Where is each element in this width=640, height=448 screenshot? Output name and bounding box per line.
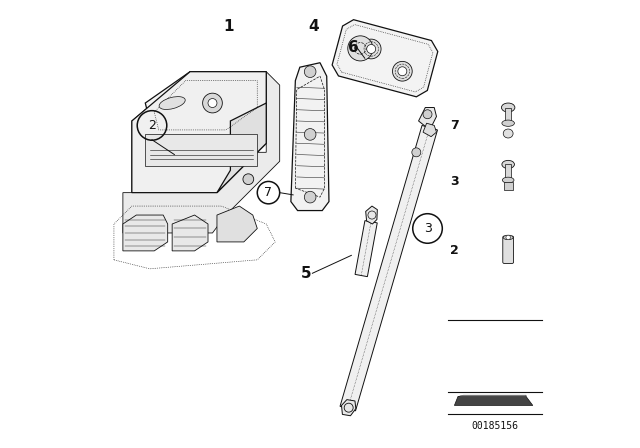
Polygon shape [132,72,266,193]
FancyBboxPatch shape [506,164,511,179]
Polygon shape [217,103,266,193]
Ellipse shape [502,103,515,112]
Ellipse shape [503,235,513,240]
Text: 2: 2 [450,244,459,258]
Circle shape [506,235,511,240]
Circle shape [208,99,217,108]
Circle shape [348,36,373,61]
Polygon shape [332,20,438,97]
Polygon shape [419,108,436,130]
Ellipse shape [502,160,515,168]
Circle shape [392,61,412,81]
Circle shape [423,110,432,119]
Text: 6: 6 [348,39,359,55]
Polygon shape [342,400,356,416]
Ellipse shape [502,177,514,183]
Polygon shape [423,123,436,137]
Polygon shape [172,215,208,251]
Polygon shape [458,395,526,396]
Circle shape [367,44,376,53]
Text: 7: 7 [264,186,273,199]
Text: 3: 3 [424,222,431,235]
Circle shape [362,39,381,59]
Ellipse shape [502,120,515,126]
Polygon shape [291,63,329,211]
Circle shape [305,66,316,78]
Polygon shape [365,206,378,224]
Circle shape [243,174,253,185]
Circle shape [305,129,316,140]
Polygon shape [145,134,257,166]
Circle shape [398,67,407,76]
Ellipse shape [159,97,185,109]
Text: 3: 3 [450,175,459,188]
Text: 1: 1 [223,19,234,34]
Text: 4: 4 [308,19,319,34]
Circle shape [305,191,316,203]
Circle shape [203,93,222,113]
Polygon shape [355,220,377,277]
FancyBboxPatch shape [504,182,513,190]
Text: 5: 5 [301,266,312,281]
FancyBboxPatch shape [503,236,513,263]
Text: 7: 7 [450,119,459,132]
Polygon shape [145,72,266,121]
FancyBboxPatch shape [506,108,511,121]
Polygon shape [454,396,533,405]
Circle shape [412,148,421,157]
Polygon shape [123,72,280,233]
Polygon shape [340,125,438,411]
Text: 00185156: 00185156 [471,422,518,431]
Ellipse shape [503,129,513,138]
Text: 2: 2 [148,119,156,132]
Polygon shape [217,206,257,242]
Polygon shape [123,215,168,251]
